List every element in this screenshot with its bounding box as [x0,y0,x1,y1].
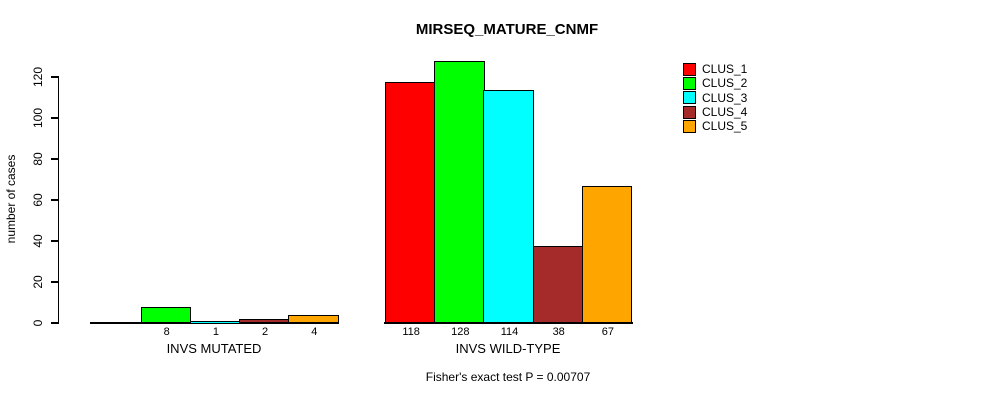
legend-item: CLUS_1 [683,62,747,76]
bar-clus-5-group1 [288,315,339,324]
legend-swatch-clus-2 [683,76,696,90]
y-axis-line [57,76,59,324]
bar-clus-3-group2 [483,89,535,324]
bar-value-label: 128 [451,326,470,338]
bar-value-label: 1 [212,326,219,338]
bar-clus-2-group2 [434,61,485,324]
bar-clus-1-group2 [385,81,436,324]
y-tick-label: 80 [31,152,45,166]
y-tick-label: 100 [31,107,45,129]
y-tick-label: 40 [31,234,45,248]
legend-swatch-clus-5 [683,119,696,133]
bar-clus-5-group2 [581,186,633,324]
legend-swatch-clus-4 [683,105,696,119]
y-tick-label: 120 [31,66,45,88]
y-tick-label: 0 [31,319,45,327]
legend-item: CLUS_3 [683,91,747,105]
y-tick-mark [51,117,58,119]
legend-label: CLUS_1 [702,62,748,77]
group-label-invs-wild-type: INVS WILD-TYPE [455,341,561,356]
chart-title: MIRSEQ_MATURE_CNMF [415,21,599,38]
bar-value-label: 8 [163,326,170,338]
y-tick-mark [51,322,58,324]
bar-value-label: 118 [402,326,420,338]
y-tick-mark [51,240,58,242]
y-tick-mark [51,158,58,160]
group-label-invs-mutated: INVS MUTATED [166,341,262,356]
legend-swatch-clus-1 [683,62,696,76]
bar-value-label: 4 [311,326,318,338]
legend-item: CLUS_2 [683,76,747,90]
bar-clus-4-group2 [532,245,584,324]
legend-item: CLUS_4 [683,105,747,119]
y-tick-mark [51,76,58,78]
bar-value-label: 38 [552,326,565,338]
legend-item: CLUS_5 [683,119,747,133]
legend-label: CLUS_3 [702,90,748,105]
bar-value-label: 114 [500,326,519,338]
bar-clus-2-group1 [140,307,192,324]
legend-label: CLUS_2 [702,76,748,91]
legend: CLUS_1 CLUS_2 CLUS_3 CLUS_4 CLUS_5 [683,62,747,133]
bar-value-label: 2 [262,326,269,338]
legend-swatch-clus-3 [683,91,696,105]
y-tick-label: 60 [31,193,45,207]
bar-clus-4-group1 [239,319,290,324]
y-tick-mark [51,199,58,201]
y-tick-mark [51,281,58,283]
legend-label: CLUS_5 [702,119,748,134]
bar-value-label: 67 [601,326,615,338]
bar-clus-3-group1 [189,320,241,324]
legend-label: CLUS_4 [702,105,748,120]
y-tick-label: 20 [31,275,45,289]
fisher-test-annotation: Fisher's exact test P = 0.00707 [425,370,591,384]
